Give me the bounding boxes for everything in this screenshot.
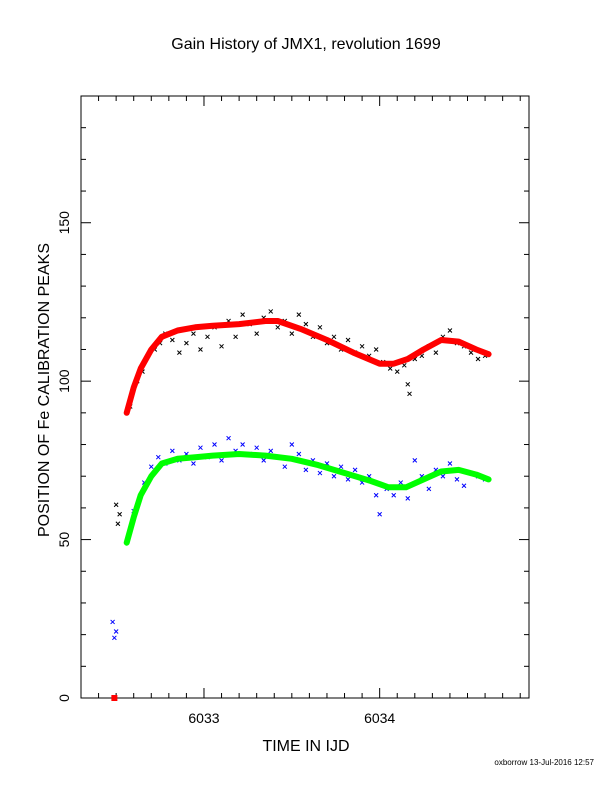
data-point-1 — [254, 445, 260, 451]
data-point-1 — [377, 511, 383, 517]
data-point-0 — [433, 350, 439, 355]
data-point-1 — [317, 470, 323, 476]
fit-curve-2 — [123, 318, 492, 416]
data-point-0 — [275, 324, 281, 330]
data-point-0 — [205, 334, 210, 340]
data-point-1 — [296, 451, 302, 457]
data-point-0 — [407, 391, 412, 397]
data-point-1 — [331, 473, 337, 479]
data-point-1 — [112, 635, 117, 641]
y-tick-label: 0 — [56, 694, 72, 702]
data-point-1 — [268, 448, 274, 454]
data-point-0 — [331, 334, 337, 340]
data-point-1 — [170, 448, 175, 454]
data-point-0 — [394, 369, 400, 375]
x-tick-label: 6034 — [364, 710, 395, 726]
y-tick-label: 150 — [56, 211, 72, 235]
data-point-1 — [113, 629, 119, 634]
data-point-1 — [412, 458, 418, 463]
data-point-1 — [352, 467, 358, 473]
data-point-1 — [261, 458, 267, 463]
data-point-1 — [391, 492, 397, 498]
data-point-1 — [440, 473, 446, 479]
data-point-0 — [468, 350, 474, 355]
data-point-1 — [303, 467, 309, 473]
data-point-0 — [387, 366, 393, 371]
marks — [110, 309, 492, 701]
data-point-1 — [398, 480, 404, 485]
marker-square — [111, 695, 118, 701]
credit-text: oxborrow 13-Jul-2016 12:57 — [494, 758, 594, 767]
data-point-0 — [447, 328, 453, 333]
data-point-1 — [447, 461, 453, 466]
data-point-1 — [426, 486, 432, 492]
data-point-0 — [240, 312, 245, 317]
data-point-1 — [155, 454, 161, 460]
data-point-0 — [303, 321, 309, 327]
chart-title: Gain History of JMX1, revolution 1699 — [171, 36, 441, 53]
data-point-0 — [345, 337, 351, 343]
data-point-0 — [373, 347, 379, 352]
data-point-1 — [373, 492, 379, 498]
data-point-0 — [177, 350, 182, 355]
data-point-1 — [148, 464, 154, 470]
x-axis-label: TIME IN IJD — [262, 738, 350, 755]
x-tick-label: 6033 — [188, 710, 219, 726]
data-point-1 — [345, 477, 351, 482]
data-point-0 — [405, 381, 411, 387]
data-point-0 — [296, 312, 302, 317]
data-point-1 — [240, 442, 245, 447]
data-point-1 — [338, 464, 344, 470]
data-point-1 — [289, 442, 295, 447]
data-point-0 — [191, 331, 196, 336]
data-point-1 — [454, 477, 460, 482]
data-point-1 — [110, 619, 115, 625]
data-point-0 — [170, 337, 175, 343]
y-tick-label: 100 — [56, 369, 72, 393]
data-point-1 — [461, 483, 467, 489]
data-point-0 — [475, 356, 481, 362]
plot-frame — [80, 95, 530, 699]
data-point-0 — [233, 334, 238, 340]
y-tick-label: 50 — [56, 532, 72, 548]
data-point-0 — [359, 343, 365, 349]
y-axis-label: POSITION OF Fe CALIBRATION PEAKS — [36, 243, 53, 537]
data-point-1 — [198, 445, 203, 451]
axes: 0 50 100 150 6033 6034 — [56, 95, 529, 726]
data-point-1 — [405, 496, 411, 501]
data-point-1 — [219, 458, 224, 463]
data-point-0 — [219, 343, 224, 349]
data-point-0 — [289, 331, 295, 336]
data-point-0 — [184, 340, 189, 346]
fit-curve-3 — [123, 451, 492, 546]
data-point-0 — [254, 331, 260, 336]
data-point-0 — [113, 502, 119, 508]
data-point-0 — [115, 521, 121, 527]
data-point-0 — [317, 324, 323, 330]
data-point-1 — [226, 435, 231, 441]
data-point-0 — [268, 309, 274, 314]
data-point-1 — [282, 464, 288, 470]
data-point-1 — [212, 442, 217, 447]
data-point-1 — [191, 461, 196, 466]
data-point-0 — [401, 362, 407, 368]
data-point-0 — [117, 511, 123, 517]
data-point-0 — [198, 347, 203, 352]
